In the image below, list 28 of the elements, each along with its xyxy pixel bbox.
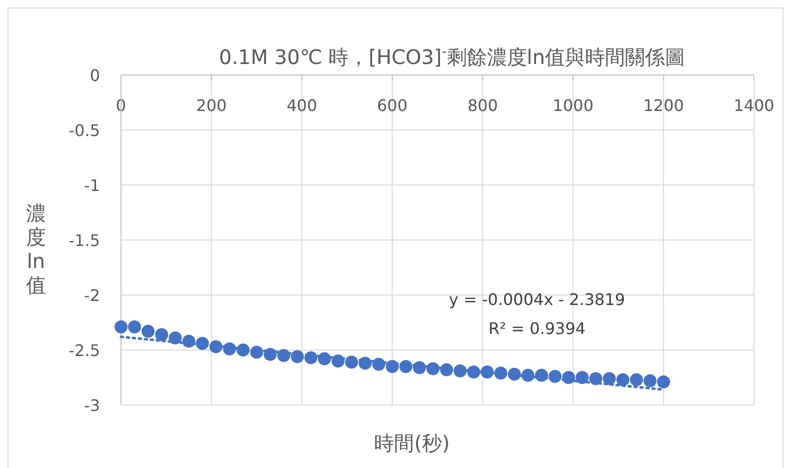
- point: [630, 373, 643, 386]
- point: [616, 373, 630, 386]
- point: [644, 374, 657, 388]
- annotation: y = -0.0004x - 2.3819: [448, 290, 626, 309]
- point: [114, 320, 128, 334]
- y-tick-label: -3: [84, 396, 100, 415]
- y-tick-label: -1: [84, 176, 100, 195]
- y-axis-title: 濃度ln值: [26, 201, 46, 297]
- y-tick-label: -1.5: [68, 231, 100, 250]
- x-tick-label: 200: [196, 96, 227, 115]
- y-tick-label: -2: [84, 286, 100, 305]
- point: [602, 372, 616, 386]
- x-tick-label: 1200: [643, 96, 684, 115]
- x-tick-label: 600: [377, 96, 408, 115]
- x-tick-label: 1400: [734, 96, 774, 115]
- point: [155, 328, 168, 342]
- x-axis-title: 時間(秒): [374, 431, 450, 455]
- point: [657, 375, 670, 388]
- y-tick-label: 0: [90, 66, 100, 85]
- annotation: R² = 0.9394: [488, 319, 586, 338]
- x-tick-label: 800: [467, 96, 498, 115]
- point: [142, 324, 155, 338]
- y-tick-label: -0.5: [68, 121, 100, 140]
- x-tick-label: 1000: [552, 96, 594, 115]
- chart-title: 0.1M 30℃ 時，[HCO3]$^{-}$剩餘濃度ln值與時間關係圖: [218, 44, 686, 69]
- y-tick-label: -2.5: [68, 341, 100, 360]
- point: [128, 320, 142, 334]
- x-tick-label: 400: [286, 96, 318, 115]
